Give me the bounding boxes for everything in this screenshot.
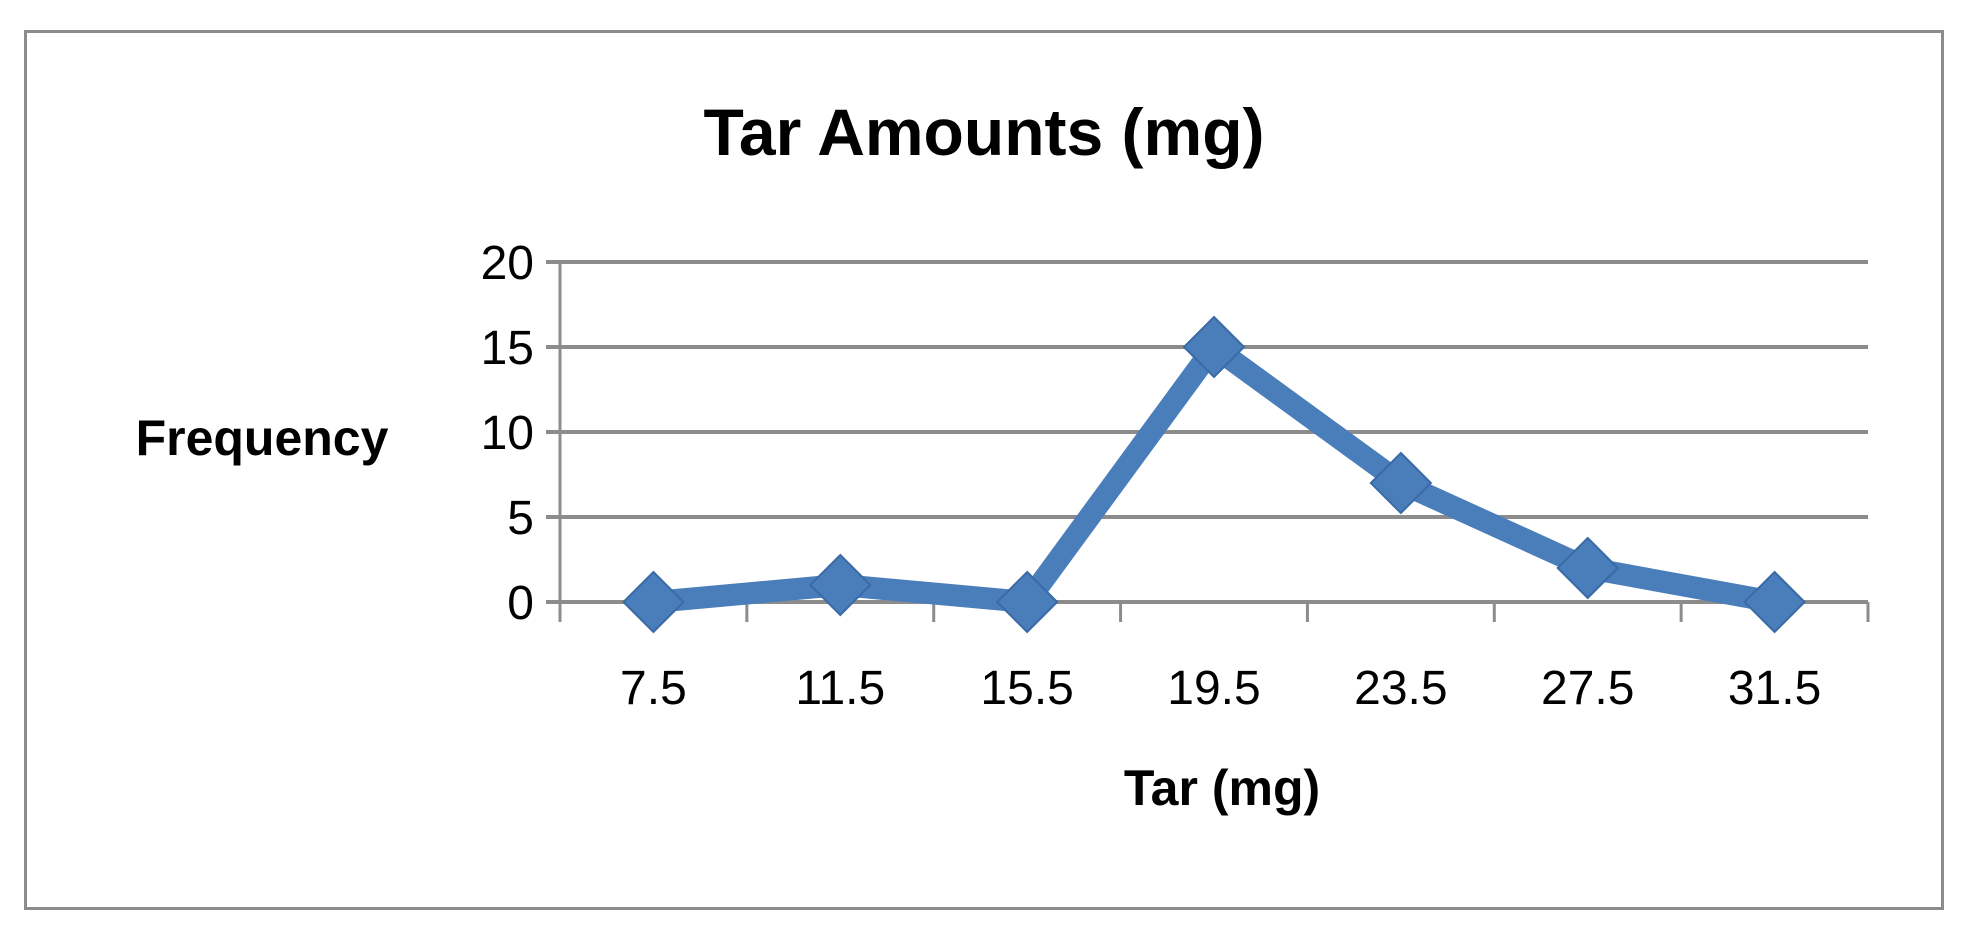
- y-axis-title: Frequency: [136, 410, 389, 466]
- series-layer: [622, 315, 1806, 634]
- y-tick-label-5: 5: [507, 492, 534, 545]
- chart-title: Tar Amounts (mg): [704, 95, 1265, 169]
- x-tick-label-31.5: 31.5: [1728, 662, 1821, 715]
- data-point-23.5: [1369, 451, 1433, 515]
- axes: [546, 262, 1870, 622]
- y-tick-label-15: 15: [481, 322, 534, 375]
- tick-labels: 0 5 10 15 20 7.5 11.5 15.5 19.5 23.5 27.5 31.5: [481, 237, 1822, 715]
- x-tick-label-19.5: 19.5: [1167, 662, 1260, 715]
- x-axis-title: Tar (mg): [1124, 760, 1320, 816]
- y-tick-label-20: 20: [481, 237, 534, 290]
- data-point-31.5: [1743, 570, 1806, 634]
- x-tick-label-23.5: 23.5: [1354, 662, 1447, 715]
- data-point-27.5: [1556, 536, 1620, 600]
- data-point-11.5: [808, 553, 872, 617]
- x-tick-label-15.5: 15.5: [980, 662, 1073, 715]
- y-tick-label-0: 0: [507, 577, 534, 630]
- x-tick-label-11.5: 11.5: [795, 662, 885, 715]
- data-point-19.5: [1182, 315, 1246, 379]
- y-tick-label-10: 10: [481, 407, 534, 460]
- chart-frame: [24, 30, 1944, 910]
- x-tick-label-27.5: 27.5: [1541, 662, 1634, 715]
- gridlines: [546, 260, 1868, 519]
- data-point-7.5: [622, 570, 685, 634]
- x-tick-label-7.5: 7.5: [620, 662, 687, 715]
- data-point-15.5: [995, 570, 1059, 634]
